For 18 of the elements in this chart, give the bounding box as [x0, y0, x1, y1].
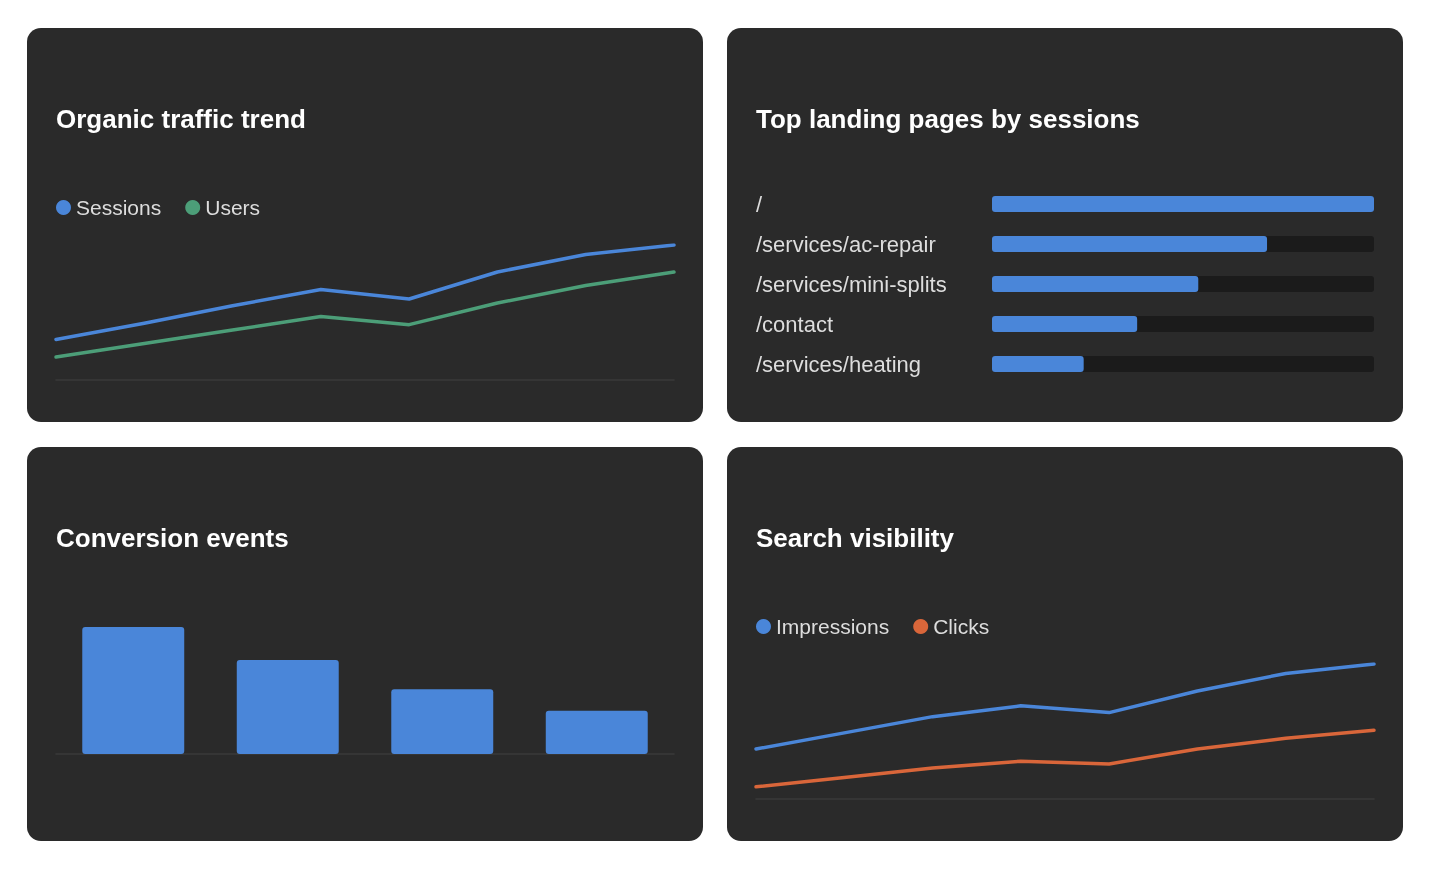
- y-tick-label: /: [756, 191, 763, 217]
- legend-label: Clicks: [933, 615, 990, 638]
- y-tick-label: /contact: [756, 311, 834, 337]
- legend-label: Users: [205, 196, 261, 219]
- legend-label: Sessions: [76, 196, 162, 219]
- y-tick-label: /services/mini-splits: [756, 271, 947, 297]
- chart-title: Search visibility: [756, 523, 954, 554]
- chart-title: Organic traffic trend: [56, 104, 306, 135]
- bar: [992, 356, 1084, 372]
- y-tick-label: /services/heating: [756, 351, 922, 377]
- bar: [391, 689, 494, 754]
- legend-label: Impressions: [776, 615, 890, 638]
- chart-title: Top landing pages by sessions: [756, 104, 1140, 135]
- bar: [545, 710, 648, 754]
- bar: [82, 627, 185, 754]
- y-tick-label: /services/ac-repair: [756, 231, 936, 257]
- chart-title: Conversion events: [56, 523, 289, 554]
- bar: [236, 660, 339, 754]
